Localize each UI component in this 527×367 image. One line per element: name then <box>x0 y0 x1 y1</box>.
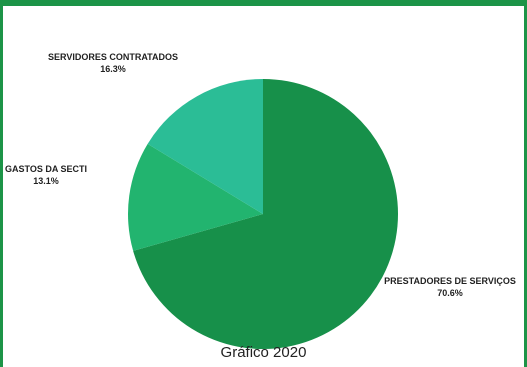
slice-percent-servidores: 16.3% <box>100 64 126 74</box>
pie-slice-gastos <box>128 143 263 251</box>
chart-caption: Gráfico 2020 <box>220 344 307 361</box>
pie-slice-prestadores <box>133 79 399 349</box>
pie-slices <box>128 79 399 349</box>
slice-label-gastos: GASTOS DA SECTI <box>5 164 87 174</box>
slice-label-prestadores: PRESTADORES DE SERVIÇOS <box>384 276 516 286</box>
slice-label-servidores: SERVIDORES CONTRATADOS <box>48 52 178 62</box>
slice-percent-prestadores: 70.6% <box>437 288 463 298</box>
pie-slice-servidores <box>147 79 263 214</box>
slice-percent-gastos: 13.1% <box>33 176 59 186</box>
